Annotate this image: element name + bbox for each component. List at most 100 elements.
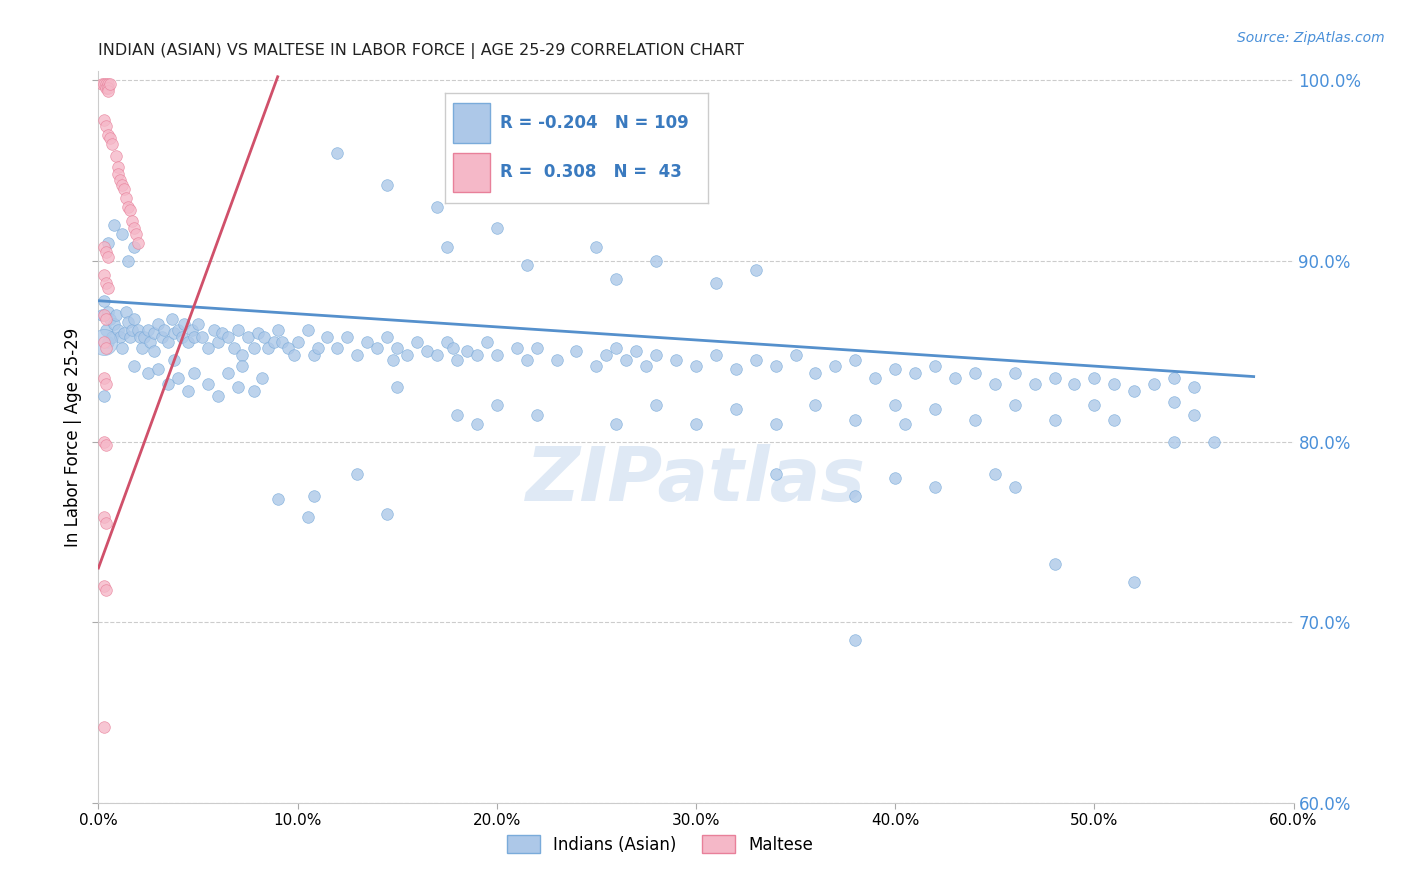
- Point: [924, 359, 946, 373]
- Point: [93, 335, 115, 350]
- Point: [93, 293, 115, 308]
- Point: [1123, 384, 1146, 398]
- Point: [283, 348, 305, 362]
- Point: [765, 359, 787, 373]
- Point: [115, 191, 138, 205]
- Point: [302, 348, 325, 362]
- Point: [253, 330, 276, 344]
- Point: [98, 131, 122, 145]
- Point: [120, 203, 142, 218]
- Point: [1202, 434, 1225, 449]
- Point: [96, 323, 118, 337]
- Legend: Indians (Asian), Maltese: Indians (Asian), Maltese: [501, 829, 820, 860]
- Point: [287, 335, 309, 350]
- Point: [1043, 413, 1066, 427]
- Point: [605, 272, 627, 286]
- Text: ZIPatlas: ZIPatlas: [526, 444, 866, 517]
- Point: [93, 579, 115, 593]
- Point: [96, 77, 118, 91]
- Point: [105, 308, 128, 322]
- Point: [396, 348, 419, 362]
- Point: [685, 359, 707, 373]
- Point: [865, 371, 887, 385]
- Point: [665, 353, 688, 368]
- Point: [516, 258, 538, 272]
- Point: [506, 341, 529, 355]
- Point: [121, 323, 143, 337]
- Point: [1163, 434, 1185, 449]
- Point: [724, 402, 747, 417]
- Point: [97, 84, 120, 98]
- Point: [884, 362, 907, 376]
- Point: [385, 380, 409, 394]
- Point: [963, 366, 986, 380]
- Point: [844, 633, 866, 648]
- Point: [336, 330, 359, 344]
- Point: [115, 304, 138, 318]
- Point: [148, 317, 170, 331]
- Point: [243, 384, 266, 398]
- Point: [96, 276, 118, 290]
- Point: [924, 402, 946, 417]
- Point: [96, 376, 118, 391]
- Point: [302, 489, 325, 503]
- Point: [1182, 408, 1205, 422]
- Point: [236, 330, 259, 344]
- Point: [804, 399, 827, 413]
- Point: [163, 326, 186, 341]
- Point: [96, 516, 118, 530]
- Point: [134, 330, 156, 344]
- Point: [129, 330, 152, 344]
- Point: [984, 376, 1007, 391]
- Point: [93, 434, 115, 449]
- Point: [181, 323, 204, 337]
- Point: [1024, 376, 1046, 391]
- Point: [446, 353, 468, 368]
- Point: [93, 239, 115, 253]
- Point: [704, 348, 727, 362]
- Point: [91, 308, 114, 322]
- Point: [231, 359, 253, 373]
- Point: [101, 330, 124, 344]
- Point: [765, 467, 787, 482]
- Point: [96, 438, 118, 452]
- Point: [97, 80, 120, 95]
- Point: [97, 128, 120, 142]
- Point: [112, 182, 135, 196]
- Point: [93, 510, 115, 524]
- Point: [485, 399, 508, 413]
- Point: [160, 311, 183, 326]
- Point: [297, 323, 319, 337]
- Point: [117, 254, 139, 268]
- Point: [426, 200, 449, 214]
- Point: [177, 384, 200, 398]
- Point: [1163, 371, 1185, 385]
- Point: [103, 218, 125, 232]
- Point: [526, 408, 548, 422]
- Point: [211, 326, 233, 341]
- Point: [93, 308, 115, 322]
- Point: [316, 330, 339, 344]
- Point: [167, 371, 190, 385]
- Point: [270, 335, 292, 350]
- Point: [127, 323, 149, 337]
- Point: [167, 323, 190, 337]
- Point: [904, 366, 927, 380]
- Point: [485, 221, 508, 235]
- Point: [97, 251, 120, 265]
- Point: [844, 413, 866, 427]
- Point: [375, 178, 398, 193]
- Point: [97, 335, 120, 350]
- Point: [984, 467, 1007, 482]
- Y-axis label: In Labor Force | Age 25-29: In Labor Force | Age 25-29: [63, 327, 82, 547]
- Point: [96, 119, 118, 133]
- Point: [157, 376, 180, 391]
- Point: [516, 353, 538, 368]
- Point: [1083, 371, 1105, 385]
- Point: [117, 200, 139, 214]
- Point: [1004, 480, 1026, 494]
- Point: [93, 77, 115, 91]
- Point: [943, 371, 966, 385]
- Point: [172, 330, 194, 344]
- Point: [197, 376, 219, 391]
